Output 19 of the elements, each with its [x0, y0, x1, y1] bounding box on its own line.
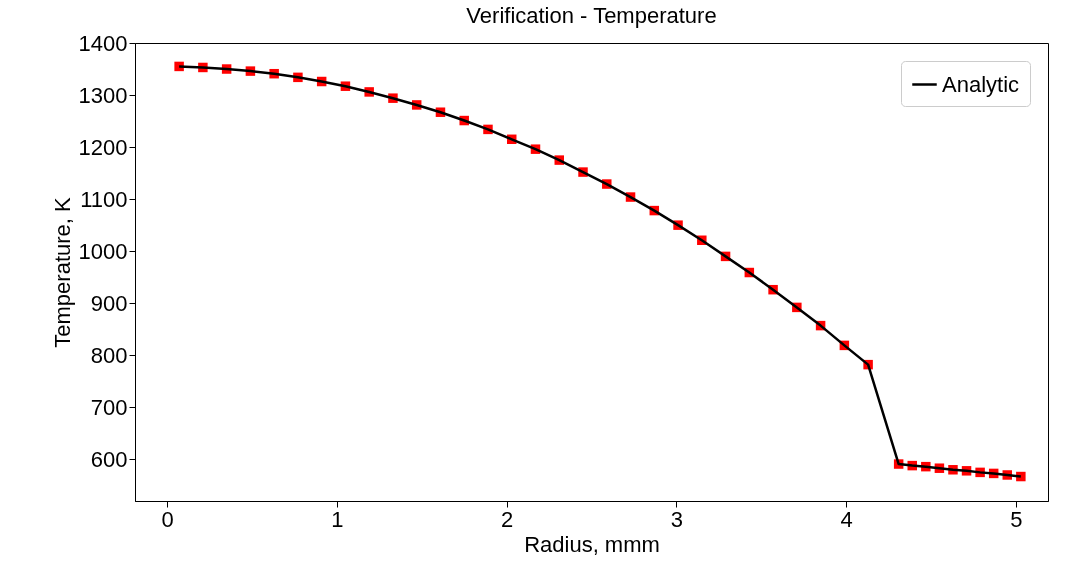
- y-tick-label: 900: [90, 290, 128, 316]
- legend-label: Analytic: [942, 71, 1020, 97]
- x-tick-label: 2: [501, 506, 514, 532]
- y-tick-label: 700: [90, 394, 128, 420]
- y-tick-label: 800: [90, 342, 128, 368]
- x-tick-label: 0: [161, 506, 174, 532]
- y-tick-label: 1200: [78, 134, 128, 160]
- y-axis-title: Temperature, K: [49, 196, 75, 348]
- y-tick-label: 1300: [78, 82, 128, 108]
- y-tick-label: 1400: [78, 30, 128, 56]
- x-tick-label: 5: [1010, 506, 1023, 532]
- chart-title: Verification - Temperature: [466, 3, 717, 28]
- y-tick-label: 1000: [78, 238, 128, 264]
- x-tick-label: 3: [670, 506, 683, 532]
- x-axis-title: Radius, mmm: [524, 531, 660, 557]
- x-tick-label: 1: [331, 506, 344, 532]
- x-tick-label: 4: [840, 506, 853, 532]
- y-tick-label: 600: [90, 446, 128, 472]
- y-tick-label: 1100: [80, 186, 128, 212]
